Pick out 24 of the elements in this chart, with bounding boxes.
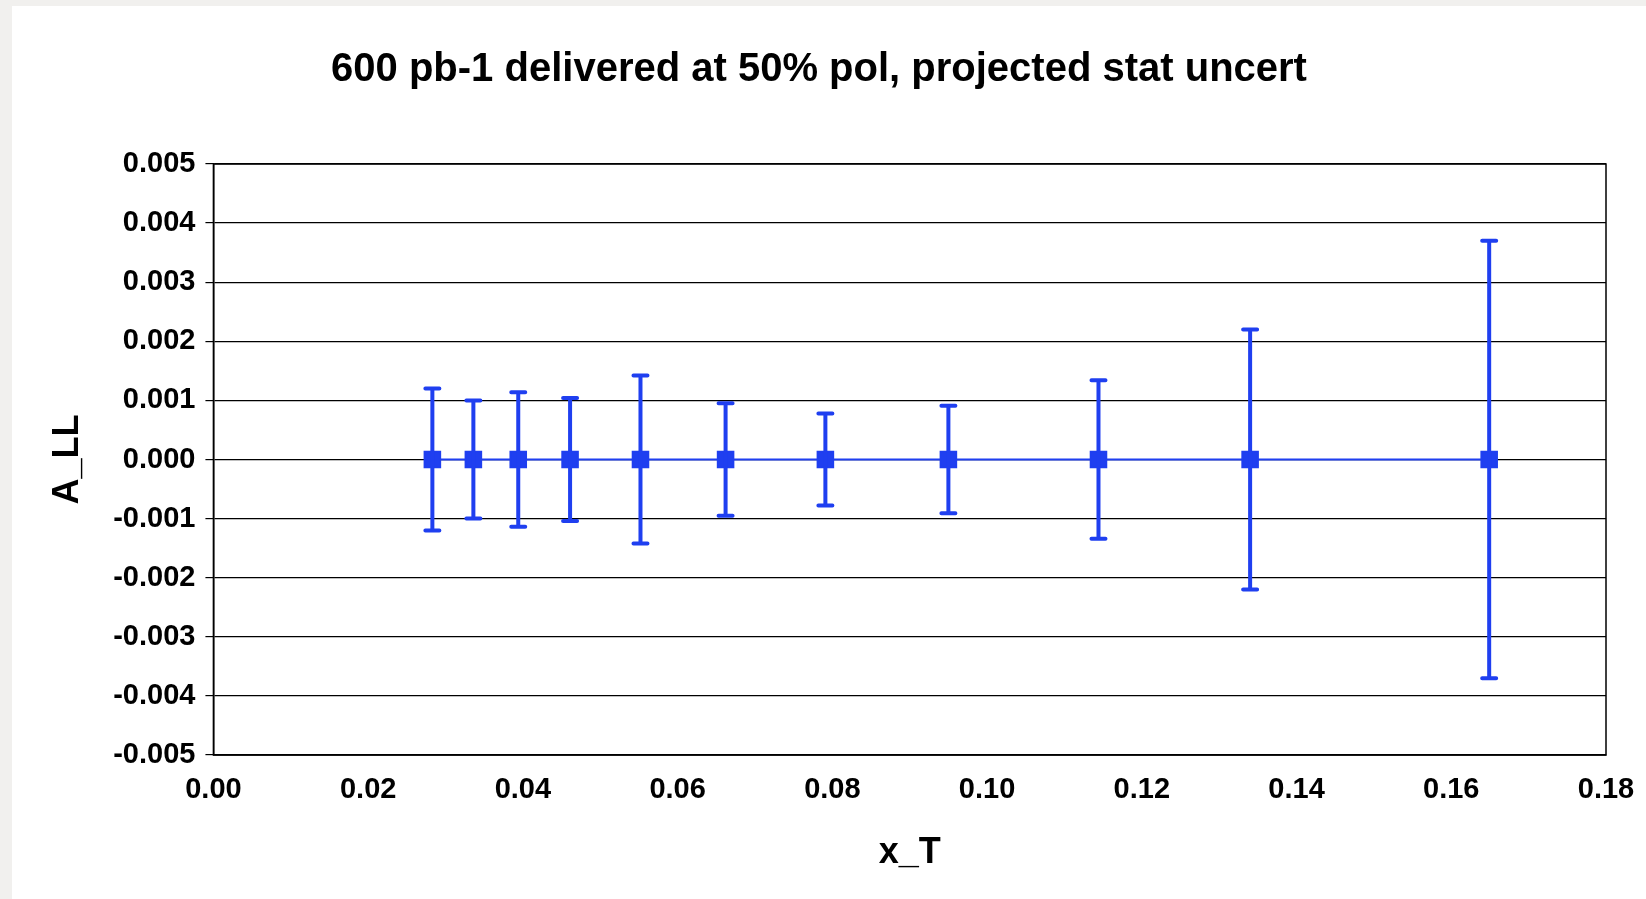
- y-tick-label: 0.004: [122, 205, 196, 238]
- y-tick-label: 0.000: [122, 441, 196, 474]
- x-axis-title: x_T: [878, 830, 941, 872]
- x-tick-label: 0.06: [649, 772, 706, 805]
- y-tick-label: -0.005: [113, 737, 196, 769]
- x-tick-label: 0.04: [494, 772, 552, 805]
- x-tick-label: 0.16: [1423, 772, 1480, 805]
- y-axis-title: A_LL: [44, 414, 86, 505]
- x-tick-label: 0.02: [339, 772, 397, 805]
- y-tick-label: 0.003: [122, 264, 196, 297]
- chart-title: 600 pb-1 delivered at 50% pol, projected stat uncert: [331, 45, 1307, 90]
- x-tick-label: 0.18: [1577, 772, 1635, 805]
- x-tick-label: 0.00: [185, 772, 242, 805]
- y-tick-label: -0.001: [113, 500, 196, 533]
- y-tick-label: -0.003: [113, 618, 196, 651]
- x-tick-label: 0.08: [804, 772, 861, 805]
- y-tick-label: -0.004: [113, 677, 196, 710]
- x-tick-label: 0.12: [1113, 772, 1171, 805]
- y-tick-label: 0.002: [122, 323, 196, 356]
- x-tick-label: 0.10: [958, 772, 1016, 805]
- y-tick-label: 0.005: [122, 146, 196, 178]
- y-tick-label: -0.002: [113, 559, 196, 592]
- x-tick-label: 0.14: [1268, 772, 1325, 805]
- y-tick-label: 0.001: [122, 382, 196, 415]
